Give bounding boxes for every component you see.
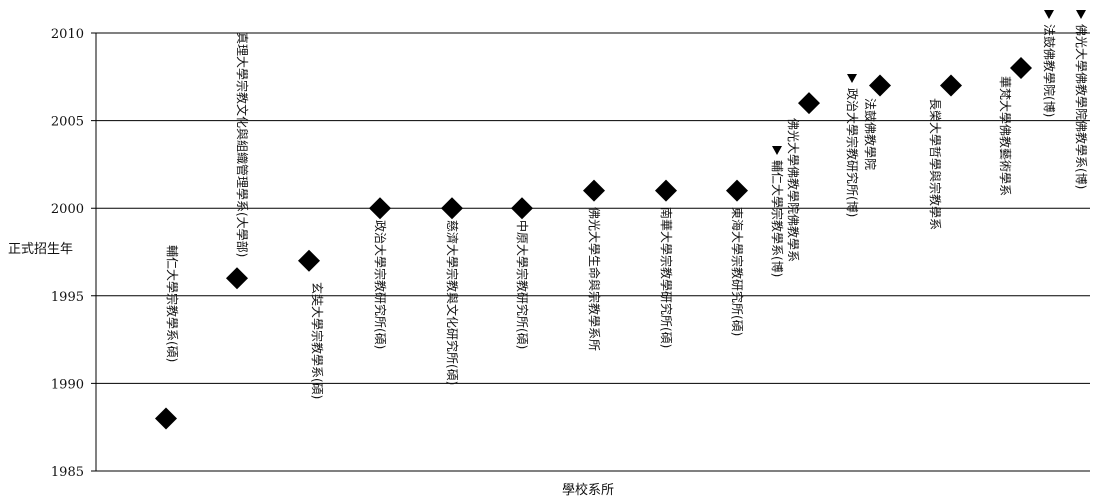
data-point-diamond [583, 179, 605, 202]
point-label: 佛光大學佛教學院佛教學系(博) [1074, 24, 1089, 189]
x-axis-title: 學校系所 [562, 482, 614, 498]
y-tick-label: 2000 [51, 202, 84, 217]
point-labels: 輔仁大學宗教學系(碩) 真理大學宗教文化與組織管理學系(大學部) 玄奘大學宗教學系(… [165, 24, 1089, 399]
point-label: 慈濟大學宗教與文化研究所(碩) [445, 220, 460, 385]
data-point-diamond [655, 179, 677, 202]
y-tick-label: 2010 [51, 27, 84, 42]
data-point-diamond [155, 407, 177, 430]
data-points [155, 10, 1086, 430]
point-label: 法鼓佛教學院(博) [1042, 24, 1057, 117]
point-label: 中原大學宗教研究所(碩) [515, 220, 530, 349]
y-axis-title: 正式招生年 [8, 242, 73, 257]
y-tick-label: 1995 [51, 290, 84, 305]
point-label: 輔仁大學宗教學系(博) [770, 160, 785, 277]
point-label: 華梵大學佛教藝術學系 [998, 76, 1013, 196]
arrow-marker [772, 146, 782, 155]
data-point-diamond [798, 92, 820, 115]
point-label: 佛光大學佛教學院佛教學系 [786, 118, 801, 262]
point-label: 政治大學宗教研究所(碩) [373, 220, 388, 349]
gridlines [91, 32, 1090, 472]
y-tick-label: 2005 [51, 115, 84, 130]
point-label: 真理大學宗教文化與組織管理學系(大學部) [235, 32, 250, 257]
point-label: 輔仁大學宗教學系(碩) [165, 245, 180, 362]
y-tick-labels: 1985 1990 1995 2000 2005 2010 [51, 27, 84, 480]
data-point-diamond [226, 267, 248, 290]
data-point-diamond [511, 197, 533, 220]
data-point-diamond [869, 74, 891, 97]
point-label: 政治大學宗教研究所(博) [845, 88, 860, 217]
data-point-diamond [298, 249, 320, 272]
point-label: 玄奘大學宗教學系(碩) [310, 282, 325, 399]
point-label: 東海大學宗教研究所(碩) [730, 207, 745, 336]
arrow-marker [1076, 10, 1086, 19]
data-point-diamond [369, 197, 391, 220]
data-point-diamond [726, 179, 748, 202]
point-label: 佛光大學生命與宗教學系所 [587, 207, 602, 351]
point-label: 法鼓佛教學院 [863, 98, 878, 170]
point-label: 長榮大學哲學與宗教學系 [928, 98, 943, 230]
y-tick-label: 1990 [51, 377, 84, 392]
point-label: 南華大學宗教學研究所(碩) [659, 207, 674, 348]
data-point-diamond [441, 197, 463, 220]
arrow-marker [847, 74, 857, 83]
arrow-marker [1044, 10, 1054, 19]
data-point-diamond [1010, 57, 1032, 80]
data-point-diamond [940, 74, 962, 97]
y-tick-label: 1985 [51, 465, 84, 480]
